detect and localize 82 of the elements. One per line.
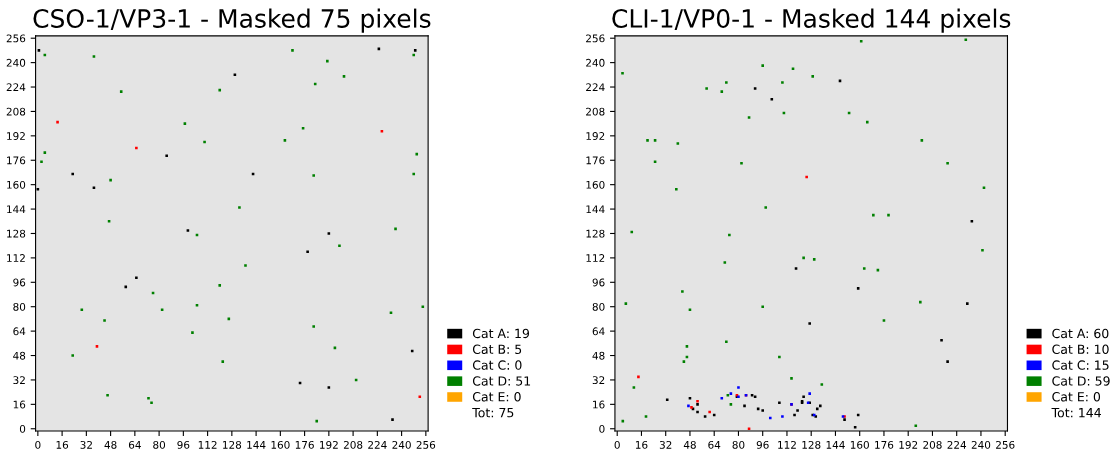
- y-tick-label: 192: [586, 132, 605, 140]
- legend-label: Cat C: 15: [1052, 360, 1109, 370]
- x-tick-label: 96: [756, 440, 769, 449]
- text: Tot: 144: [1051, 408, 1101, 418]
- y-tick-label: 192: [7, 132, 25, 140]
- chart-title: CSO-1/VP3-1 - Masked 75 pixels: [33, 8, 431, 33]
- x-tick-label: 16: [56, 440, 69, 449]
- y-tick-label: 256: [586, 34, 605, 43]
- y-tick-label: 80: [13, 302, 26, 311]
- y-tick-label: 112: [586, 254, 605, 262]
- legend-label: Cat D: 51: [472, 376, 531, 386]
- text: Tot: 75: [472, 408, 514, 418]
- y-tick-label: 128: [7, 229, 26, 238]
- y-tick-label: 16: [593, 400, 605, 409]
- x-tick-label: 128: [802, 440, 821, 449]
- legend-label: Cat C: 0: [472, 360, 522, 370]
- y-tick-label: 208: [586, 107, 605, 116]
- x-tick-label: 32: [659, 440, 672, 449]
- legend-label: Cat E: 0: [1052, 392, 1101, 402]
- x-tick-label: 80: [732, 440, 745, 449]
- x-tick-label: 48: [104, 440, 117, 449]
- legend-label: Cat B: 10: [1052, 344, 1109, 354]
- y-tick-label: 240: [6, 58, 26, 67]
- x-tick-label: 256: [996, 440, 1015, 449]
- x-tick-label: 208: [923, 440, 942, 449]
- x-tick-label: 160: [850, 440, 869, 449]
- x-tick-label: 256: [416, 440, 436, 449]
- y-tick-label: 96: [592, 278, 605, 287]
- y-tick-label: 0: [19, 424, 26, 433]
- x-tick-label: 192: [320, 440, 338, 449]
- x-tick-label: 160: [271, 440, 290, 449]
- x-tick-label: 224: [368, 440, 387, 449]
- y-tick-label: 224: [6, 83, 26, 91]
- y-tick-label: 96: [13, 278, 26, 287]
- x-tick-label: 0: [35, 440, 41, 449]
- x-tick-label: 112: [778, 440, 796, 449]
- y-tick-label: 0: [599, 424, 605, 433]
- x-tick-label: 16: [635, 440, 648, 449]
- y-tick-label: 48: [13, 351, 26, 360]
- x-tick-label: 176: [875, 440, 894, 449]
- y-tick-label: 112: [7, 254, 25, 262]
- x-tick-label: 80: [153, 440, 166, 449]
- x-tick-label: 32: [80, 440, 92, 449]
- y-tick-label: 128: [586, 229, 605, 238]
- y-tick-label: 16: [13, 400, 26, 409]
- legend-label: Cat B: 5: [472, 344, 522, 354]
- x-tick-label: 0: [614, 440, 620, 449]
- x-tick-label: 64: [708, 440, 721, 449]
- chart-title: CLI-1/VP0-1 - Masked 144 pixels: [612, 8, 1011, 33]
- y-tick-label: 48: [592, 351, 605, 360]
- y-tick-label: 240: [586, 58, 605, 67]
- y-tick-label: 32: [13, 376, 25, 385]
- x-tick-label: 112: [198, 440, 217, 449]
- y-tick-label: 144: [7, 205, 26, 214]
- x-tick-label: 176: [295, 440, 314, 449]
- y-tick-label: 256: [6, 34, 26, 43]
- x-tick-label: 64: [128, 440, 141, 449]
- y-tick-label: 160: [7, 180, 26, 189]
- y-tick-label: 176: [586, 156, 605, 165]
- x-tick-label: 128: [223, 440, 242, 449]
- y-tick-label: 176: [7, 156, 26, 165]
- x-tick-label: 192: [899, 440, 918, 449]
- x-tick-label: 144: [826, 441, 845, 449]
- y-tick-label: 224: [586, 83, 605, 91]
- y-tick-label: 160: [586, 180, 605, 189]
- y-tick-label: 64: [592, 327, 605, 336]
- x-tick-label: 96: [177, 440, 190, 449]
- legend-label: Cat A: 60: [1052, 328, 1109, 339]
- legend-label: Cat A: 19: [472, 328, 530, 339]
- legend-label: Cat E: 0: [472, 392, 521, 402]
- y-tick-label: 32: [592, 376, 605, 385]
- legend-label: Cat D: 59: [1052, 376, 1110, 386]
- x-tick-label: 208: [343, 440, 363, 449]
- x-tick-label: 48: [683, 440, 696, 449]
- y-tick-label: 64: [13, 327, 26, 336]
- y-tick-label: 208: [6, 107, 26, 116]
- x-tick-label: 240: [392, 440, 411, 449]
- y-tick-label: 144: [586, 205, 605, 214]
- y-tick-label: 80: [592, 302, 605, 311]
- x-tick-label: 224: [947, 440, 967, 449]
- x-tick-label: 240: [971, 440, 991, 449]
- x-tick-label: 144: [247, 441, 266, 449]
